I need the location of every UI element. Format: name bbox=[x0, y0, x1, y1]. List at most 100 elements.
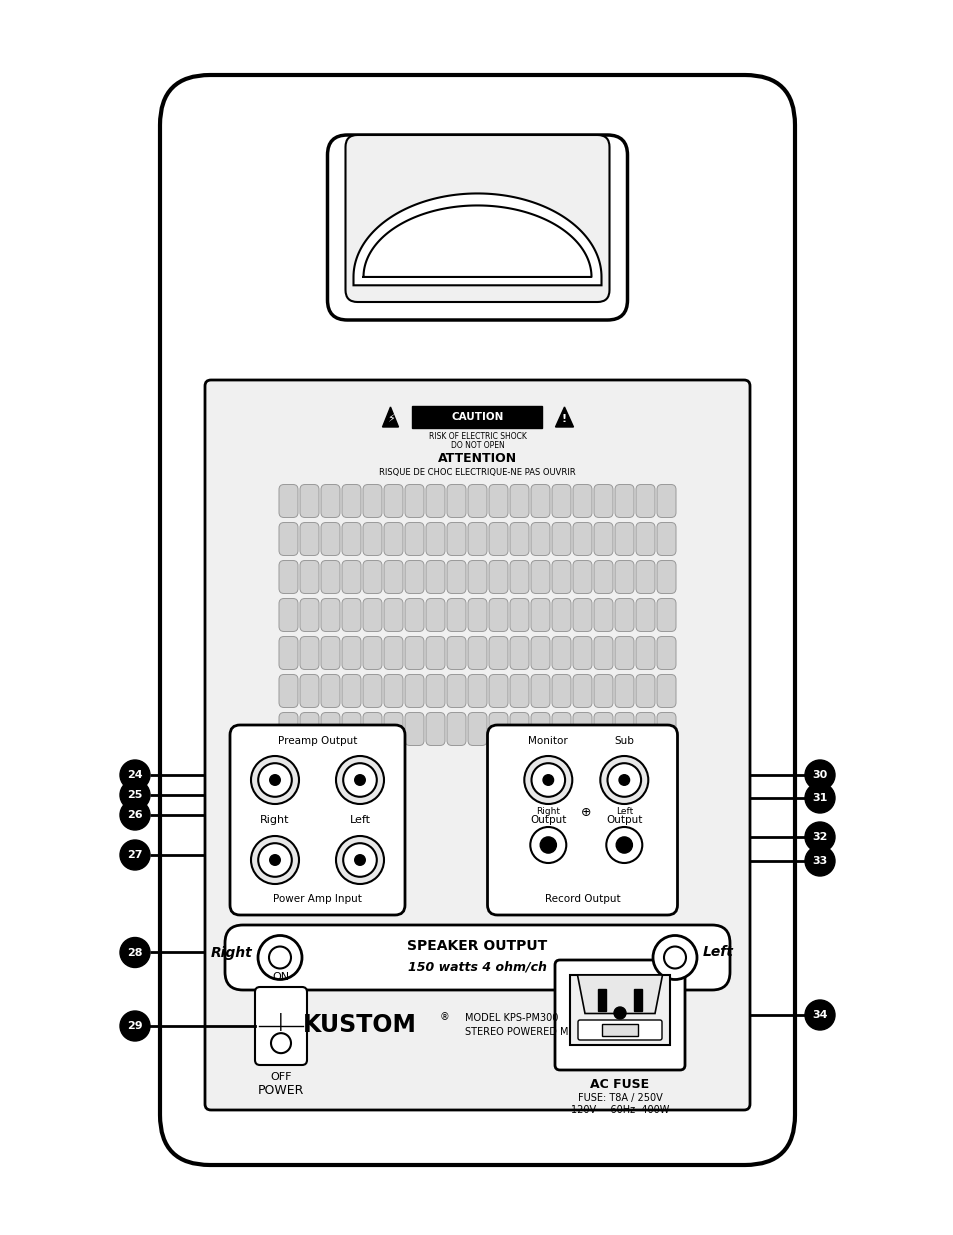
Circle shape bbox=[524, 756, 572, 804]
FancyBboxPatch shape bbox=[468, 522, 486, 556]
FancyBboxPatch shape bbox=[384, 522, 402, 556]
FancyBboxPatch shape bbox=[299, 561, 318, 594]
Text: 24: 24 bbox=[127, 769, 143, 781]
Polygon shape bbox=[555, 408, 573, 427]
FancyBboxPatch shape bbox=[384, 713, 402, 746]
FancyBboxPatch shape bbox=[657, 522, 676, 556]
Text: RISK OF ELECTRIC SHOCK: RISK OF ELECTRIC SHOCK bbox=[428, 431, 526, 441]
Text: Right: Right bbox=[260, 815, 290, 825]
Text: Preamp Output: Preamp Output bbox=[277, 736, 356, 746]
FancyBboxPatch shape bbox=[615, 561, 634, 594]
FancyBboxPatch shape bbox=[278, 636, 297, 669]
Circle shape bbox=[343, 763, 376, 797]
Circle shape bbox=[120, 1011, 150, 1041]
FancyBboxPatch shape bbox=[405, 713, 423, 746]
FancyBboxPatch shape bbox=[594, 713, 613, 746]
FancyBboxPatch shape bbox=[341, 484, 360, 517]
Circle shape bbox=[120, 840, 150, 869]
Text: 31: 31 bbox=[811, 793, 827, 803]
FancyBboxPatch shape bbox=[384, 674, 402, 708]
Circle shape bbox=[270, 855, 280, 866]
FancyBboxPatch shape bbox=[552, 636, 571, 669]
FancyBboxPatch shape bbox=[468, 713, 486, 746]
FancyBboxPatch shape bbox=[426, 522, 444, 556]
FancyBboxPatch shape bbox=[531, 674, 550, 708]
Circle shape bbox=[618, 774, 629, 785]
Text: AC FUSE: AC FUSE bbox=[590, 1077, 649, 1091]
FancyBboxPatch shape bbox=[552, 522, 571, 556]
FancyBboxPatch shape bbox=[468, 599, 486, 631]
FancyBboxPatch shape bbox=[363, 522, 381, 556]
FancyBboxPatch shape bbox=[230, 725, 405, 915]
FancyBboxPatch shape bbox=[447, 484, 465, 517]
FancyBboxPatch shape bbox=[225, 925, 729, 990]
Text: Output: Output bbox=[530, 815, 566, 825]
Circle shape bbox=[652, 935, 697, 979]
Text: 32: 32 bbox=[811, 832, 827, 842]
Text: 120V ∼ 60Hz  400W: 120V ∼ 60Hz 400W bbox=[570, 1105, 668, 1115]
FancyBboxPatch shape bbox=[573, 599, 592, 631]
FancyBboxPatch shape bbox=[278, 484, 297, 517]
FancyBboxPatch shape bbox=[320, 484, 339, 517]
Text: Record Output: Record Output bbox=[544, 894, 619, 904]
FancyBboxPatch shape bbox=[254, 987, 307, 1065]
FancyBboxPatch shape bbox=[531, 484, 550, 517]
Text: ®: ® bbox=[439, 1011, 450, 1023]
FancyBboxPatch shape bbox=[636, 522, 655, 556]
Text: RISQUE DE CHOC ELECTRIQUE-NE PAS OUVRIR: RISQUE DE CHOC ELECTRIQUE-NE PAS OUVRIR bbox=[378, 468, 576, 477]
Text: 33: 33 bbox=[812, 856, 827, 866]
FancyBboxPatch shape bbox=[657, 636, 676, 669]
Text: Left: Left bbox=[349, 815, 370, 825]
Text: Monitor: Monitor bbox=[528, 736, 568, 746]
FancyBboxPatch shape bbox=[384, 484, 402, 517]
FancyBboxPatch shape bbox=[615, 599, 634, 631]
Text: ⊕: ⊕ bbox=[580, 805, 591, 819]
FancyBboxPatch shape bbox=[489, 599, 507, 631]
FancyBboxPatch shape bbox=[278, 713, 297, 746]
FancyBboxPatch shape bbox=[363, 561, 381, 594]
FancyBboxPatch shape bbox=[615, 713, 634, 746]
Text: POWER: POWER bbox=[257, 1084, 304, 1098]
FancyBboxPatch shape bbox=[531, 636, 550, 669]
FancyBboxPatch shape bbox=[320, 599, 339, 631]
FancyBboxPatch shape bbox=[573, 636, 592, 669]
Text: Output: Output bbox=[605, 815, 641, 825]
Text: 30: 30 bbox=[812, 769, 827, 781]
FancyBboxPatch shape bbox=[363, 599, 381, 631]
FancyBboxPatch shape bbox=[510, 713, 529, 746]
FancyBboxPatch shape bbox=[552, 674, 571, 708]
FancyBboxPatch shape bbox=[552, 484, 571, 517]
FancyBboxPatch shape bbox=[636, 484, 655, 517]
Circle shape bbox=[270, 774, 280, 785]
FancyBboxPatch shape bbox=[447, 522, 465, 556]
FancyBboxPatch shape bbox=[510, 522, 529, 556]
Circle shape bbox=[663, 946, 685, 968]
FancyBboxPatch shape bbox=[426, 561, 444, 594]
Circle shape bbox=[614, 1007, 625, 1019]
FancyBboxPatch shape bbox=[299, 522, 318, 556]
Circle shape bbox=[335, 836, 384, 884]
FancyBboxPatch shape bbox=[341, 636, 360, 669]
FancyBboxPatch shape bbox=[468, 561, 486, 594]
Text: |: | bbox=[278, 1013, 283, 1031]
FancyBboxPatch shape bbox=[327, 135, 627, 320]
Circle shape bbox=[804, 760, 834, 790]
FancyBboxPatch shape bbox=[657, 484, 676, 517]
FancyBboxPatch shape bbox=[594, 674, 613, 708]
Circle shape bbox=[355, 774, 365, 785]
Circle shape bbox=[258, 844, 292, 877]
Circle shape bbox=[607, 763, 640, 797]
Circle shape bbox=[804, 783, 834, 813]
FancyBboxPatch shape bbox=[363, 484, 381, 517]
FancyBboxPatch shape bbox=[531, 713, 550, 746]
Circle shape bbox=[616, 837, 632, 853]
FancyBboxPatch shape bbox=[426, 713, 444, 746]
FancyBboxPatch shape bbox=[426, 636, 444, 669]
FancyBboxPatch shape bbox=[405, 484, 423, 517]
FancyBboxPatch shape bbox=[384, 599, 402, 631]
Circle shape bbox=[271, 1034, 291, 1053]
Bar bbox=[569, 974, 669, 1045]
FancyBboxPatch shape bbox=[510, 561, 529, 594]
Circle shape bbox=[120, 800, 150, 830]
FancyBboxPatch shape bbox=[555, 960, 684, 1070]
